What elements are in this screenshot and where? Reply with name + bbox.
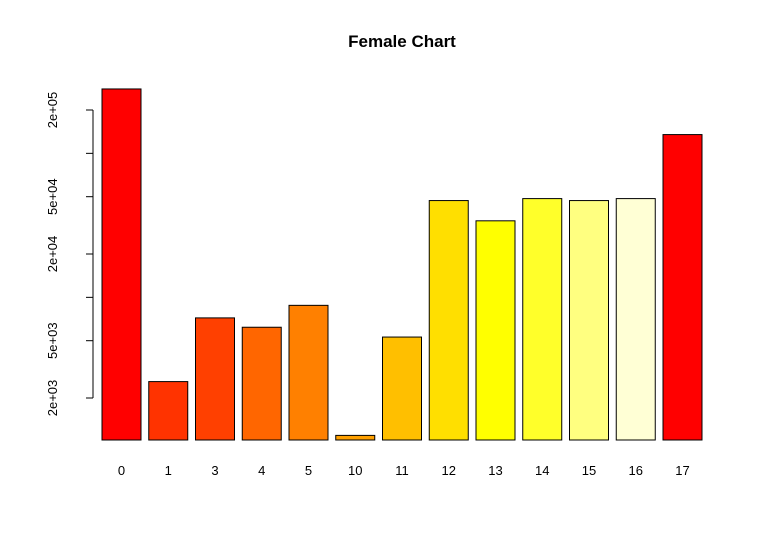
bar-13 [475,220,516,441]
x-tick-label: 0 [118,463,125,478]
x-tick-label: 3 [211,463,218,478]
bar-1 [148,381,189,441]
x-tick-label: 4 [258,463,265,478]
y-tick-label: 5e+04 [45,178,60,215]
x-labels-group: 0 1 3 4 5 10 11 12 13 14 15 16 17 [118,463,690,478]
x-tick-label: 5 [305,463,312,478]
x-tick-label: 16 [629,463,643,478]
bar-12 [428,200,469,441]
bar-15 [569,200,609,441]
bar-11 [382,336,422,441]
bar-17 [662,134,703,441]
x-tick-label: 13 [488,463,502,478]
x-tick-label: 14 [535,463,549,478]
bar-10 [335,434,376,441]
y-axis: 2e+03 5e+03 2e+04 5e+04 2e+05 [45,92,94,417]
y-tick-label: 5e+03 [45,322,60,359]
y-tick-label: 2e+04 [45,236,60,273]
bar-16 [615,198,656,441]
x-tick-label: 17 [675,463,689,478]
x-tick-label: 11 [395,463,409,478]
x-tick-label: 15 [582,463,596,478]
bar-5 [288,304,329,441]
bar-0 [101,88,142,441]
x-tick-label: 12 [442,463,456,478]
x-tick-label: 1 [165,463,172,478]
y-tick-label: 2e+05 [45,92,60,129]
chart-title: Female Chart [348,32,456,51]
bar-14 [522,198,563,441]
bars-group [101,88,703,441]
bar-3 [195,317,235,441]
bar-4 [241,326,282,441]
y-tick-label: 2e+03 [45,380,60,417]
x-tick-label: 10 [348,463,362,478]
